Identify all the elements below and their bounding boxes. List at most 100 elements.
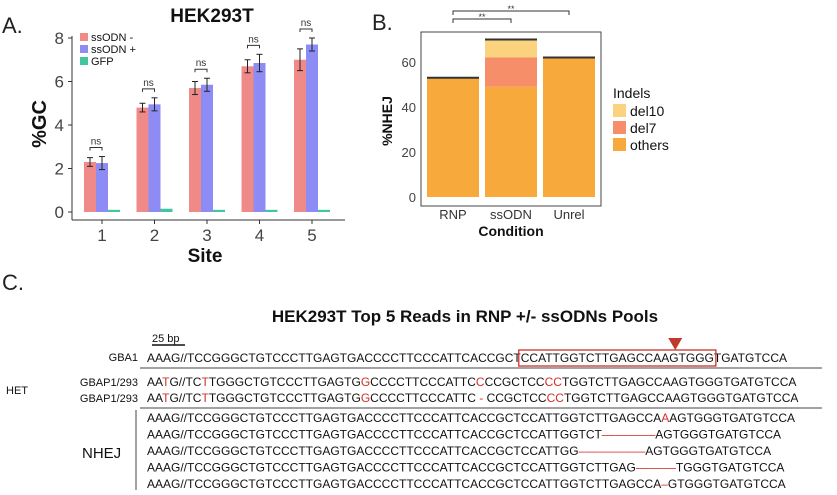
- target-site-box: [518, 349, 717, 367]
- sequence-segment: CCCCTTCCCATTC: [370, 375, 476, 389]
- sequence-segment: -: [479, 391, 483, 405]
- panel-a-sig-label: ns: [248, 34, 259, 45]
- panel-a-bar: [160, 208, 173, 212]
- panel-a-bar: [96, 163, 108, 212]
- panel-a-letter: A.: [2, 13, 23, 38]
- scale-label: 25 bp: [152, 333, 180, 345]
- panel-a-x-tick-label: 5: [307, 226, 316, 245]
- sequence-segment: A: [661, 411, 669, 425]
- sequence-segment: CCGCTCC: [483, 391, 547, 405]
- panel-a-bar: [306, 44, 318, 213]
- sequence-segment: –: [661, 477, 668, 491]
- het-row-label: GBAP1/293: [80, 377, 138, 389]
- nhej-row-sequence: AAAG//TCCGGGCTGTCCCTTGAGTGACCCCTTCCCATTC…: [147, 444, 771, 458]
- sequence-segment: T: [162, 375, 170, 389]
- sequence-segment: AAAG//TCCGGGCTGTCCCTTGAGTGACCCCTTCCCATTC…: [147, 411, 661, 425]
- panel-a-y-tick-label: 8: [55, 29, 64, 48]
- sequence-segment: AAAG//TCCGGGCTGTCCCTTGAGTGACCCCTTCCCATTC…: [147, 428, 603, 442]
- panel-a-bar: [148, 104, 161, 212]
- panel-a-x-tick-label: 4: [255, 226, 264, 245]
- panel-a-y-tick-label: 6: [55, 73, 64, 92]
- sequence-segment: AAAG//TCCGGGCTGTCCCTTGAGTGACCCCTTCCCATTC…: [147, 461, 636, 475]
- panel-b-sig-bracket: [452, 10, 570, 15]
- panel-a-legend-swatch: [80, 33, 88, 41]
- panel-b-letter: B.: [372, 10, 393, 35]
- sequence-segment: C: [476, 375, 485, 389]
- ref-label: GBA1: [109, 352, 138, 364]
- panel-a-sig-label: ns: [91, 137, 102, 148]
- sequence-segment: ––––––––: [602, 428, 656, 442]
- sequence-segment: TGGGCTGTCCCTTGAGTG: [209, 391, 361, 405]
- panel-a-bar: [201, 84, 213, 212]
- panel-b-x-tick-label: Unrel: [553, 207, 584, 222]
- panel-a-bar: [265, 209, 278, 212]
- sequence-segment: T: [201, 391, 209, 405]
- panel-a-legend-swatch: [80, 45, 88, 53]
- panel-a-bar: [318, 209, 330, 212]
- sequence-segment: TGGTCTTGAGCCAAGTGGGTGATGTCCA: [564, 391, 798, 405]
- panel-b-bar-segment: [427, 77, 479, 197]
- panel-a-legend-label: GFP: [91, 56, 114, 68]
- panel-b-legend-label: del10: [630, 103, 664, 119]
- sequence-segment: T: [162, 391, 170, 405]
- sequence-segment: CC: [545, 375, 563, 389]
- panel-a-y-tick-label: 2: [55, 160, 64, 179]
- panel-a-y-tick-label: 4: [55, 116, 64, 135]
- panel-a-title: HEK293T: [170, 6, 254, 27]
- panel-b-sig-bracket: [452, 18, 512, 23]
- nhej-row-sequence: AAAG//TCCGGGCTGTCCCTTGAGTGACCCCTTCCCATTC…: [147, 428, 781, 442]
- sequence-segment: AGTGGGTGATGTCCA: [669, 411, 795, 425]
- panel-b-bar-segment: [485, 57, 537, 87]
- nhej-label: NHEJ: [82, 445, 121, 462]
- panel-a-bar: [189, 88, 201, 212]
- sequence-segment: GTGGGTGATGTCCA: [668, 477, 786, 491]
- panel-a-x-tick-label: 1: [97, 226, 106, 245]
- sequence-segment: AGTGGGTGATGTCCA: [645, 444, 771, 458]
- panel-a-sig-bracket: [247, 44, 260, 49]
- panel-b-chart: %NHEJ Condition 0 20 40 60 RNP ssODN Unrel **…: [379, 4, 669, 239]
- panel-a-sig-label: ns: [143, 78, 154, 89]
- panel-b-legend-title: Indels: [613, 85, 650, 101]
- sequence-segment: G//TC: [169, 391, 201, 405]
- panel-a-bar: [136, 107, 149, 212]
- het-row-sequence: AATG//TCTTGGGCTGTCCCTTGAGTGGCCCCTTCCCATT…: [147, 391, 798, 405]
- panel-a-bar: [213, 209, 225, 212]
- panel-a-sig-bracket: [299, 28, 313, 32]
- panel-a-chart: HEK293T %GC Site 0 2 4 6 8 ns 1 ns 2 ns 3 ns 4 ns 5 s…: [29, 6, 345, 267]
- sequence-segment: ––––––: [636, 461, 676, 475]
- panel-a-legend-label: ssODN +: [91, 44, 136, 56]
- ref-seq-pre: AAAG//TCCGGGCTGTCCCTTGAGTGACCCCTTCCCATTC…: [147, 351, 521, 365]
- panel-b-legend-label: others: [630, 137, 669, 153]
- sequence-segment: CCGCTCC: [485, 375, 545, 389]
- panel-b-ylabel: %NHEJ: [379, 96, 395, 146]
- panel-b-bar-segment: [543, 57, 595, 197]
- panel-b-legend-swatch: [613, 104, 626, 117]
- sequence-segment: AAAG//TCCGGGCTGTCCCTTGAGTGACCCCTTCCCATTC…: [147, 444, 579, 458]
- sequence-segment: G: [361, 391, 370, 405]
- sequence-segment: TGGTCTTGAGCCAAGTGGGTGATGTCCA: [562, 375, 796, 389]
- panel-b-x-tick-label: RNP: [439, 207, 466, 222]
- panel-a-sig-label: ns: [301, 18, 312, 29]
- panel-a-sig-bracket: [194, 68, 208, 73]
- sequence-segment: TGGGCTGTCCCTTGAGTG: [209, 375, 361, 389]
- sequence-segment: G: [361, 375, 370, 389]
- panel-a-x-tick-label: 2: [150, 226, 159, 245]
- sequence-segment: CC: [547, 391, 565, 405]
- panel-b-y-tick-label: 20: [402, 145, 416, 160]
- panel-b-legend-label: del7: [630, 120, 657, 136]
- sequence-segment: TGGGTGATGTCCA: [676, 461, 784, 475]
- panel-c-letter: C.: [2, 270, 24, 295]
- sequence-segment: AAAG//TCCGGGCTGTCCCTTGAGTGACCCCTTCCCATTC…: [147, 477, 661, 491]
- panel-b-legend-swatch: [613, 121, 626, 134]
- panel-b-xlabel: Condition: [478, 223, 543, 239]
- panel-a-x-tick-label: 3: [202, 226, 211, 245]
- panel-b-bar-segment: [485, 39, 537, 58]
- panel-a-bar: [108, 209, 120, 212]
- panel-b-x-tick-label: ssODN: [490, 207, 532, 222]
- panel-a-sig-label: ns: [196, 58, 207, 69]
- panel-a-bar: [84, 161, 96, 212]
- panel-a-legend-swatch: [80, 57, 88, 65]
- panel-b-sig-label: **: [478, 12, 486, 22]
- panel-a-bar: [294, 59, 306, 212]
